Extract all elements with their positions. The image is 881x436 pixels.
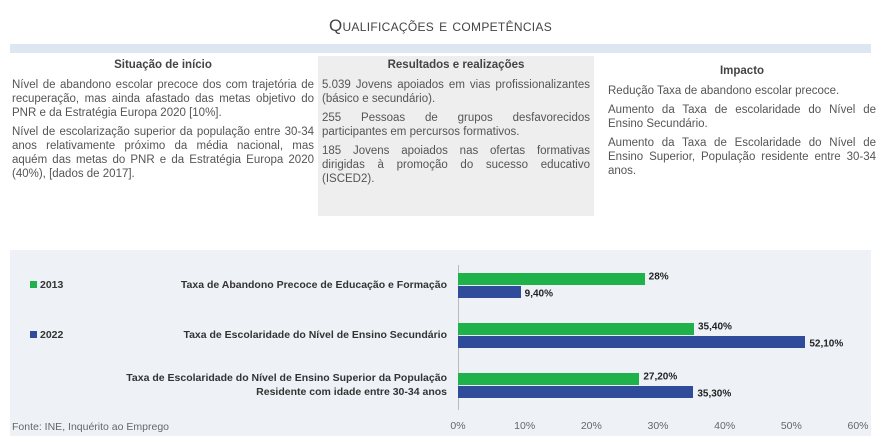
x-tick-label: 20%	[580, 420, 602, 432]
column-heading: Situação de início	[114, 59, 212, 71]
x-tick-label: 10%	[514, 420, 536, 432]
title-band	[10, 44, 871, 53]
value-label: 28%	[648, 271, 669, 283]
bar	[458, 273, 645, 285]
legend-label: 2013	[40, 279, 64, 291]
paragraph: 255 Pessoas de grupos desfavorecidos par…	[322, 112, 590, 138]
column: Impacto Redução Taxa de abandono escolar …	[604, 62, 880, 189]
x-tick-label: 50%	[780, 420, 802, 432]
category-label: Taxa de Abandono Precoce de Educação e F…	[180, 279, 447, 291]
paragraph: Redução Taxa de abandono escolar precoce…	[608, 85, 840, 97]
paragraph: 185 Jovens apoiados nas ofertas formativ…	[322, 145, 590, 185]
legend-label: 2022	[40, 329, 64, 341]
source: Fonte: INE, Inquérito ao Emprego	[12, 421, 170, 433]
x-tick-label: 30%	[647, 420, 669, 432]
paragraph: 5.039 Jovens apoiados em vias profission…	[322, 79, 590, 105]
category-label: Taxa de Escolaridade do Nível de Ensino …	[183, 329, 447, 341]
x-tick-label: 40%	[714, 420, 736, 432]
value-label: 35,30%	[697, 388, 732, 400]
legend-swatch	[30, 331, 37, 338]
value-label: 52,10%	[809, 338, 844, 350]
bar	[458, 336, 806, 348]
paragraph: Aumento da Taxa de Escolaridade do Nível…	[608, 137, 876, 177]
column-heading: Resultados e realizações	[387, 59, 525, 71]
bar	[458, 373, 640, 385]
value-label: 35,40%	[698, 321, 732, 333]
x-tick-label: 0%	[450, 420, 466, 432]
paragraph: Nível de abandono escolar precoce dos co…	[12, 79, 314, 119]
x-tick-label: 60%	[847, 420, 869, 432]
bar	[458, 286, 521, 298]
title: Qualificações e competências	[328, 16, 553, 35]
legend-swatch	[30, 281, 37, 288]
column-heading: Impacto	[719, 65, 765, 77]
value-label: 9,40%	[524, 288, 554, 300]
category-label: Taxa de Escolaridade do Nível de Ensino …	[126, 372, 447, 398]
bar	[458, 323, 694, 335]
bar	[458, 386, 694, 398]
column: Situação de início Nível de abandono esco…	[8, 56, 318, 192]
value-label: 27,20%	[643, 371, 678, 383]
paragraph: Aumento da Taxa de escolaridade do Nível…	[608, 104, 876, 130]
column: Resultados e realizações 5.039 Jovens apo…	[318, 56, 594, 216]
paragraph: Nível de escolarização superior da popul…	[12, 126, 314, 180]
